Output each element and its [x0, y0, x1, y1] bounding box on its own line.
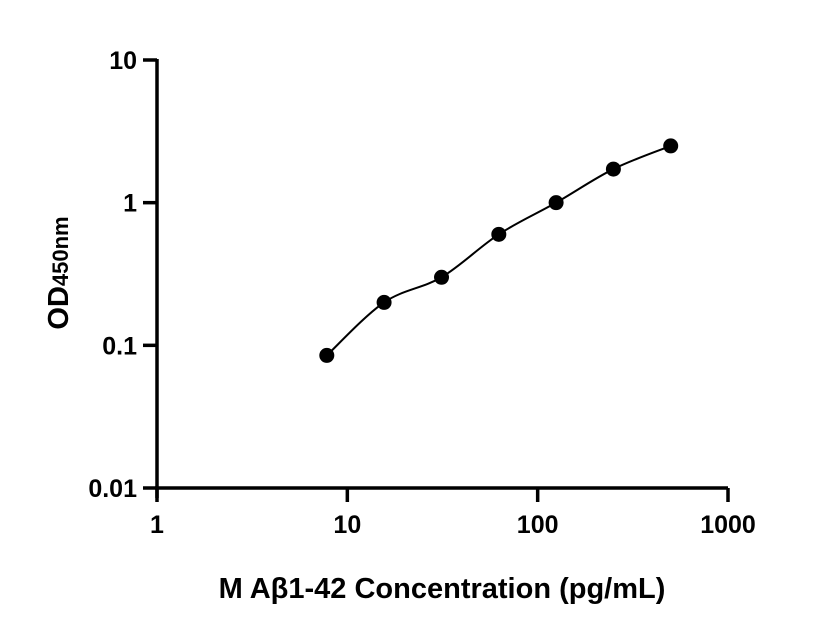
y-tick-label: 10: [109, 47, 137, 75]
axes: 0.01 0.1 1 10 1 10 100 1000: [88, 47, 755, 539]
data-points: [319, 138, 679, 363]
y-tick-label: 0.1: [102, 332, 137, 360]
x-tick-label: 100: [517, 511, 559, 539]
x-tick-label: 10: [333, 511, 361, 539]
y-axis-label-sub: 450nm: [48, 216, 73, 286]
data-point: [376, 294, 392, 310]
data-point: [491, 226, 507, 242]
data-point: [605, 161, 621, 177]
data-point: [663, 138, 679, 154]
data-point: [548, 195, 564, 211]
x-axis-label: M Aβ1-42 Concentration (pg/mL): [219, 573, 666, 605]
x-tick-label: 1: [150, 511, 164, 539]
y-tick-label: 0.01: [88, 475, 137, 503]
data-point: [434, 269, 450, 285]
y-axis-label: OD450nm: [43, 216, 75, 329]
data-point: [319, 347, 335, 363]
x-tick-label: 1000: [700, 511, 756, 539]
y-tick-label: 1: [123, 190, 137, 218]
fit-curve: [326, 144, 672, 357]
y-axis-label-main: OD: [43, 286, 75, 330]
